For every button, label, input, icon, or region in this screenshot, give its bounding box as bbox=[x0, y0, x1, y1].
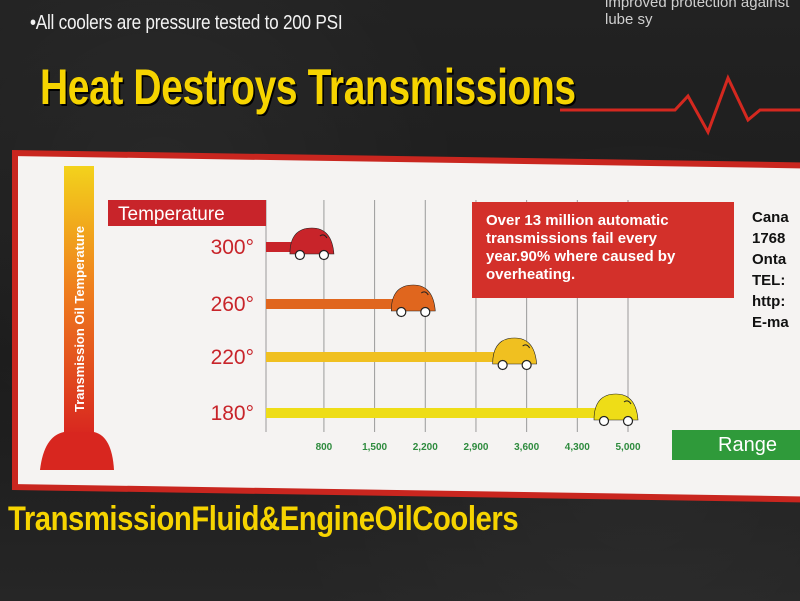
side-text-line: http: bbox=[752, 293, 786, 310]
x-tick-labels: 800 1,500 2,200 2,900 3,600 4,300 5,000 bbox=[316, 442, 641, 453]
car-icon bbox=[593, 393, 639, 427]
side-text-line: Cana bbox=[752, 209, 789, 226]
footer-title: TransmissionFluid&EngineOilCoolers bbox=[8, 500, 519, 538]
thermometer-graphic: Transmission Oil Temperature bbox=[40, 166, 114, 470]
car-icon bbox=[492, 337, 537, 371]
category-label: 260° bbox=[211, 293, 254, 316]
x-tick-label: 1,500 bbox=[362, 442, 387, 453]
category-label: 180° bbox=[211, 402, 254, 425]
category-labels: 300° 260° 220° 180° bbox=[211, 236, 254, 425]
side-text-line: Onta bbox=[752, 251, 787, 268]
category-label: 300° bbox=[211, 236, 254, 259]
x-tick-label: 800 bbox=[316, 442, 333, 453]
side-text-line: TEL: bbox=[752, 272, 786, 289]
thermometer-bulb bbox=[40, 432, 114, 470]
legend-title: Temperature bbox=[118, 204, 225, 225]
top-right-partial-text: improved protection against lube sy bbox=[605, 0, 790, 28]
headline: Heat Destroys Transmissions bbox=[40, 59, 576, 115]
bar bbox=[266, 242, 294, 252]
bars-group bbox=[266, 227, 639, 427]
side-text-line: E-ma bbox=[752, 314, 789, 331]
car-icon bbox=[390, 284, 436, 318]
side-contact-text: Cana 1768 Onta TEL: http: E-ma bbox=[752, 207, 789, 333]
bar bbox=[266, 299, 396, 309]
x-tick-label: 2,900 bbox=[463, 442, 488, 453]
bar bbox=[266, 408, 598, 418]
note-box: Over 13 million automatic transmissions … bbox=[472, 202, 734, 298]
x-tick-label: 3,600 bbox=[514, 442, 539, 453]
x-tick-label: 2,200 bbox=[413, 442, 438, 453]
top-bullet-text: •All coolers are pressure tested to 200 … bbox=[30, 12, 343, 34]
x-tick-label: 5,000 bbox=[615, 442, 640, 453]
x-tick-label: 4,300 bbox=[565, 442, 590, 453]
thermometer-tube bbox=[64, 166, 94, 436]
side-text-line: 1768 bbox=[752, 230, 786, 247]
heartbeat-line-icon bbox=[560, 74, 800, 136]
legend-group: Temperature bbox=[108, 200, 266, 226]
car-icon bbox=[289, 227, 335, 261]
range-badge: Range bbox=[672, 430, 800, 460]
bar bbox=[266, 352, 497, 362]
legend-title-box bbox=[108, 200, 266, 226]
y-axis-label: Transmission Oil Temperature bbox=[72, 226, 87, 412]
category-label: 220° bbox=[211, 346, 254, 369]
